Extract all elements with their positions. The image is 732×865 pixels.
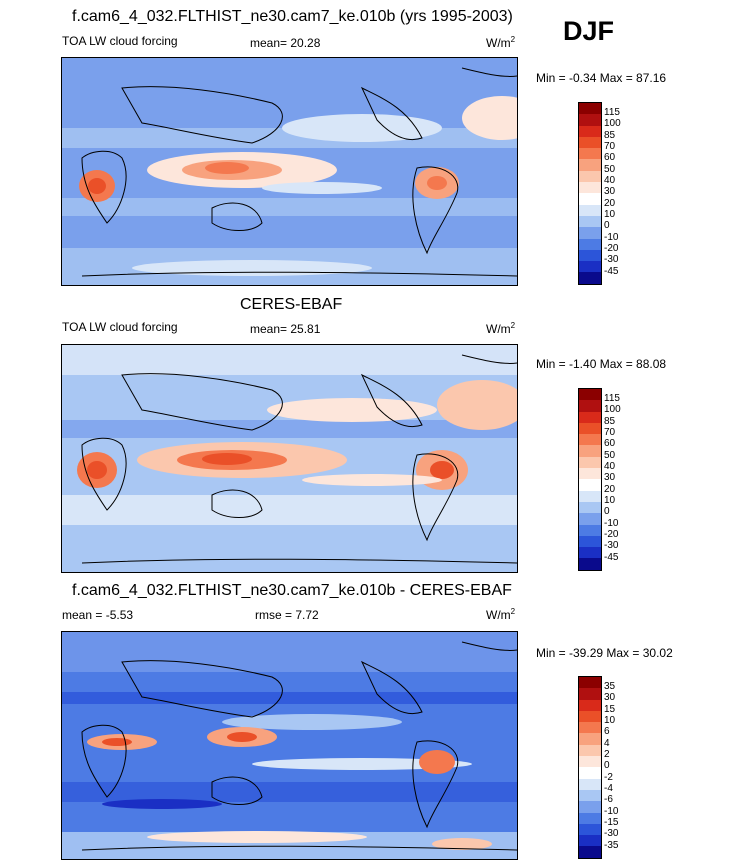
- panel1-tick-6: 40: [604, 175, 616, 186]
- panel1-colorbar: [578, 102, 602, 285]
- panel1-tick-13: -30: [604, 254, 619, 265]
- panel1-tick-10: 0: [604, 220, 610, 231]
- panel1-mean: mean= 20.28: [250, 36, 321, 50]
- panel3-tick-8: -2: [604, 772, 613, 783]
- panel3-minmax: Min = -39.29 Max = 30.02: [536, 646, 673, 660]
- panel3-tick-9: -4: [604, 783, 613, 794]
- panel1-tick-12: -20: [604, 243, 619, 254]
- panel3-tick-4: 6: [604, 726, 610, 737]
- panel3-tick-5: 4: [604, 738, 610, 749]
- panel2-tick-6: 40: [604, 461, 616, 472]
- panel2-tick-11: -10: [604, 518, 619, 529]
- panel2-tick-4: 60: [604, 438, 616, 449]
- panel3-title: f.cam6_4_032.FLTHIST_ne30.cam7_ke.010b -…: [72, 582, 512, 599]
- panel3-tick-12: -15: [604, 817, 619, 828]
- panel1-tick-3: 70: [604, 141, 616, 152]
- panel2-tick-3: 70: [604, 427, 616, 438]
- panel3-tick-7: 0: [604, 760, 610, 771]
- panel3-map: [61, 631, 518, 860]
- panel2-tick-14: -45: [604, 552, 619, 563]
- panel2-tick-2: 85: [604, 416, 616, 427]
- panel3-tick-14: -35: [604, 840, 619, 851]
- panel1-tick-5: 50: [604, 164, 616, 175]
- panel3-tick-2: 15: [604, 704, 616, 715]
- panel3-colorbar: [578, 676, 602, 859]
- panel2-tick-9: 10: [604, 495, 616, 506]
- panel1-tick-4: 60: [604, 152, 616, 163]
- panel2-units: W/m2: [486, 321, 516, 337]
- panel2-map: [61, 344, 518, 573]
- panel3-field: [62, 632, 517, 859]
- panel2-tick-1: 100: [604, 404, 621, 415]
- panel2-tick-8: 20: [604, 484, 616, 495]
- panel2-tick-7: 30: [604, 472, 616, 483]
- panel3-tick-11: -10: [604, 806, 619, 817]
- panel2-minmax: Min = -1.40 Max = 88.08: [536, 357, 667, 371]
- panel1-tick-1: 100: [604, 118, 621, 129]
- panel2-colorbar: [578, 388, 602, 571]
- panel1-tick-14: -45: [604, 266, 619, 277]
- panel2-tick-10: 0: [604, 506, 610, 517]
- panel2-mean: mean= 25.81: [250, 322, 321, 336]
- panel2-variable: TOA LW cloud forcing: [62, 320, 178, 334]
- panel1-map: [61, 57, 518, 286]
- panel1-variable: TOA LW cloud forcing: [62, 34, 178, 48]
- panel1-title: f.cam6_4_032.FLTHIST_ne30.cam7_ke.010b (…: [72, 8, 513, 25]
- panel1-tick-8: 20: [604, 198, 616, 209]
- panel3-tick-1: 30: [604, 692, 616, 703]
- panel1-tick-11: -10: [604, 232, 619, 243]
- panel1-units: W/m2: [486, 35, 516, 51]
- panel2-title: CERES-EBAF: [240, 296, 343, 313]
- panel1-tick-7: 30: [604, 186, 616, 197]
- panel3-tick-13: -30: [604, 828, 619, 839]
- panel2-tick-0: 115: [604, 393, 620, 404]
- panel3-tick-10: -6: [604, 794, 613, 805]
- panel1-tick-2: 85: [604, 130, 616, 141]
- panel2-tick-5: 50: [604, 450, 616, 461]
- panel3-tick-3: 10: [604, 715, 616, 726]
- panel1-field: [62, 58, 517, 285]
- panel1-tick-0: 115: [604, 107, 620, 118]
- panel3-rmse: rmse = 7.72: [255, 608, 319, 622]
- panel3-mean: mean = -5.53: [62, 608, 134, 622]
- panel2-tick-13: -30: [604, 540, 619, 551]
- panel3-tick-0: 35: [604, 681, 616, 692]
- panel3-units: W/m2: [486, 607, 516, 623]
- panel1-minmax: Min = -0.34 Max = 87.16: [536, 71, 667, 85]
- panel2-tick-12: -20: [604, 529, 619, 540]
- season-label: DJF: [563, 16, 615, 46]
- panel2-field: [62, 345, 517, 572]
- panel3-tick-6: 2: [604, 749, 610, 760]
- panel1-tick-9: 10: [604, 209, 616, 220]
